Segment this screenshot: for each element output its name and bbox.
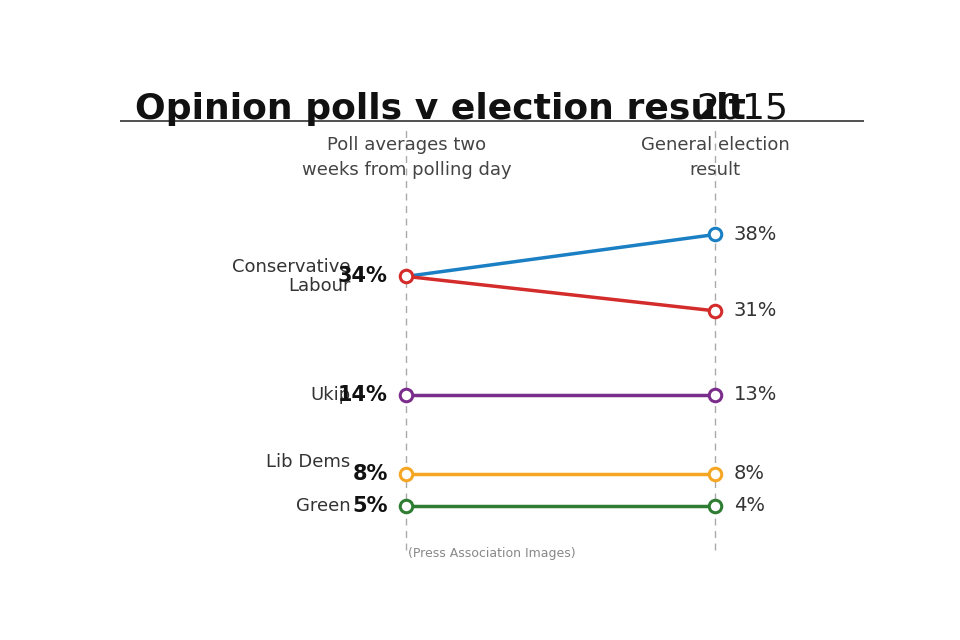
Text: Labour: Labour (288, 277, 350, 295)
Text: 5%: 5% (352, 495, 388, 516)
Text: 4%: 4% (733, 496, 765, 515)
Text: (Press Association Images): (Press Association Images) (408, 547, 576, 560)
Text: Ukip: Ukip (310, 386, 350, 404)
Text: 8%: 8% (733, 464, 765, 483)
Text: Lib Dems: Lib Dems (266, 453, 350, 471)
Text: 14%: 14% (338, 385, 388, 404)
Text: Conservative: Conservative (232, 257, 350, 276)
Text: 8%: 8% (352, 463, 388, 483)
Text: General election
result: General election result (641, 136, 789, 179)
Text: Opinion polls v election result: Opinion polls v election result (134, 92, 746, 125)
Text: Green: Green (296, 497, 350, 515)
Text: 38%: 38% (733, 225, 778, 244)
Text: 31%: 31% (733, 301, 778, 321)
Text: 2015: 2015 (697, 92, 788, 125)
Text: 13%: 13% (733, 385, 778, 404)
Text: Poll averages two
weeks from polling day: Poll averages two weeks from polling day (301, 136, 512, 179)
Text: 34%: 34% (338, 266, 388, 286)
